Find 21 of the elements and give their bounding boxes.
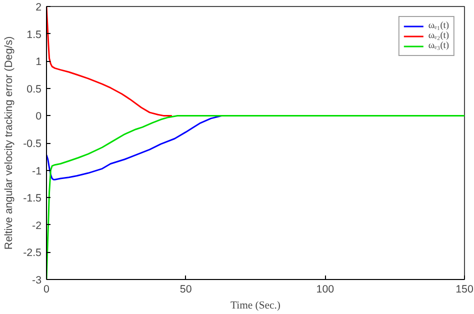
y-tick-label: -1 [32,165,42,178]
y-tick-label: -2 [32,220,42,232]
legend-label: ωₑ₁(t) [428,21,449,31]
y-tick-label: -3 [32,274,42,286]
y-axis-title: Reltive angular velocity tracking error (Deg/s) [3,36,16,250]
y-tick-label: 2 [36,2,42,14]
x-tick-label: 150 [456,284,474,296]
y-tick-label: -0.5 [23,138,42,150]
x-axis-title: Time (Sec.) [230,300,281,312]
y-tick-label: 0 [36,110,42,123]
x-tick-label: 0 [44,284,50,296]
legend-label: ωₑ₂(t) [428,31,449,41]
y-tick-label: -2.5 [23,247,42,260]
y-tick-label: -1.5 [23,192,42,205]
y-tick-label: 1 [36,56,42,68]
x-tick-label: 100 [316,284,334,296]
line-series [46,6,173,116]
y-tick-label: 0.5 [26,83,42,96]
x-tick-label: 50 [180,284,192,296]
y-tick-label: 1.5 [26,28,42,41]
legend-label: ωₑ₃(t) [428,41,449,51]
